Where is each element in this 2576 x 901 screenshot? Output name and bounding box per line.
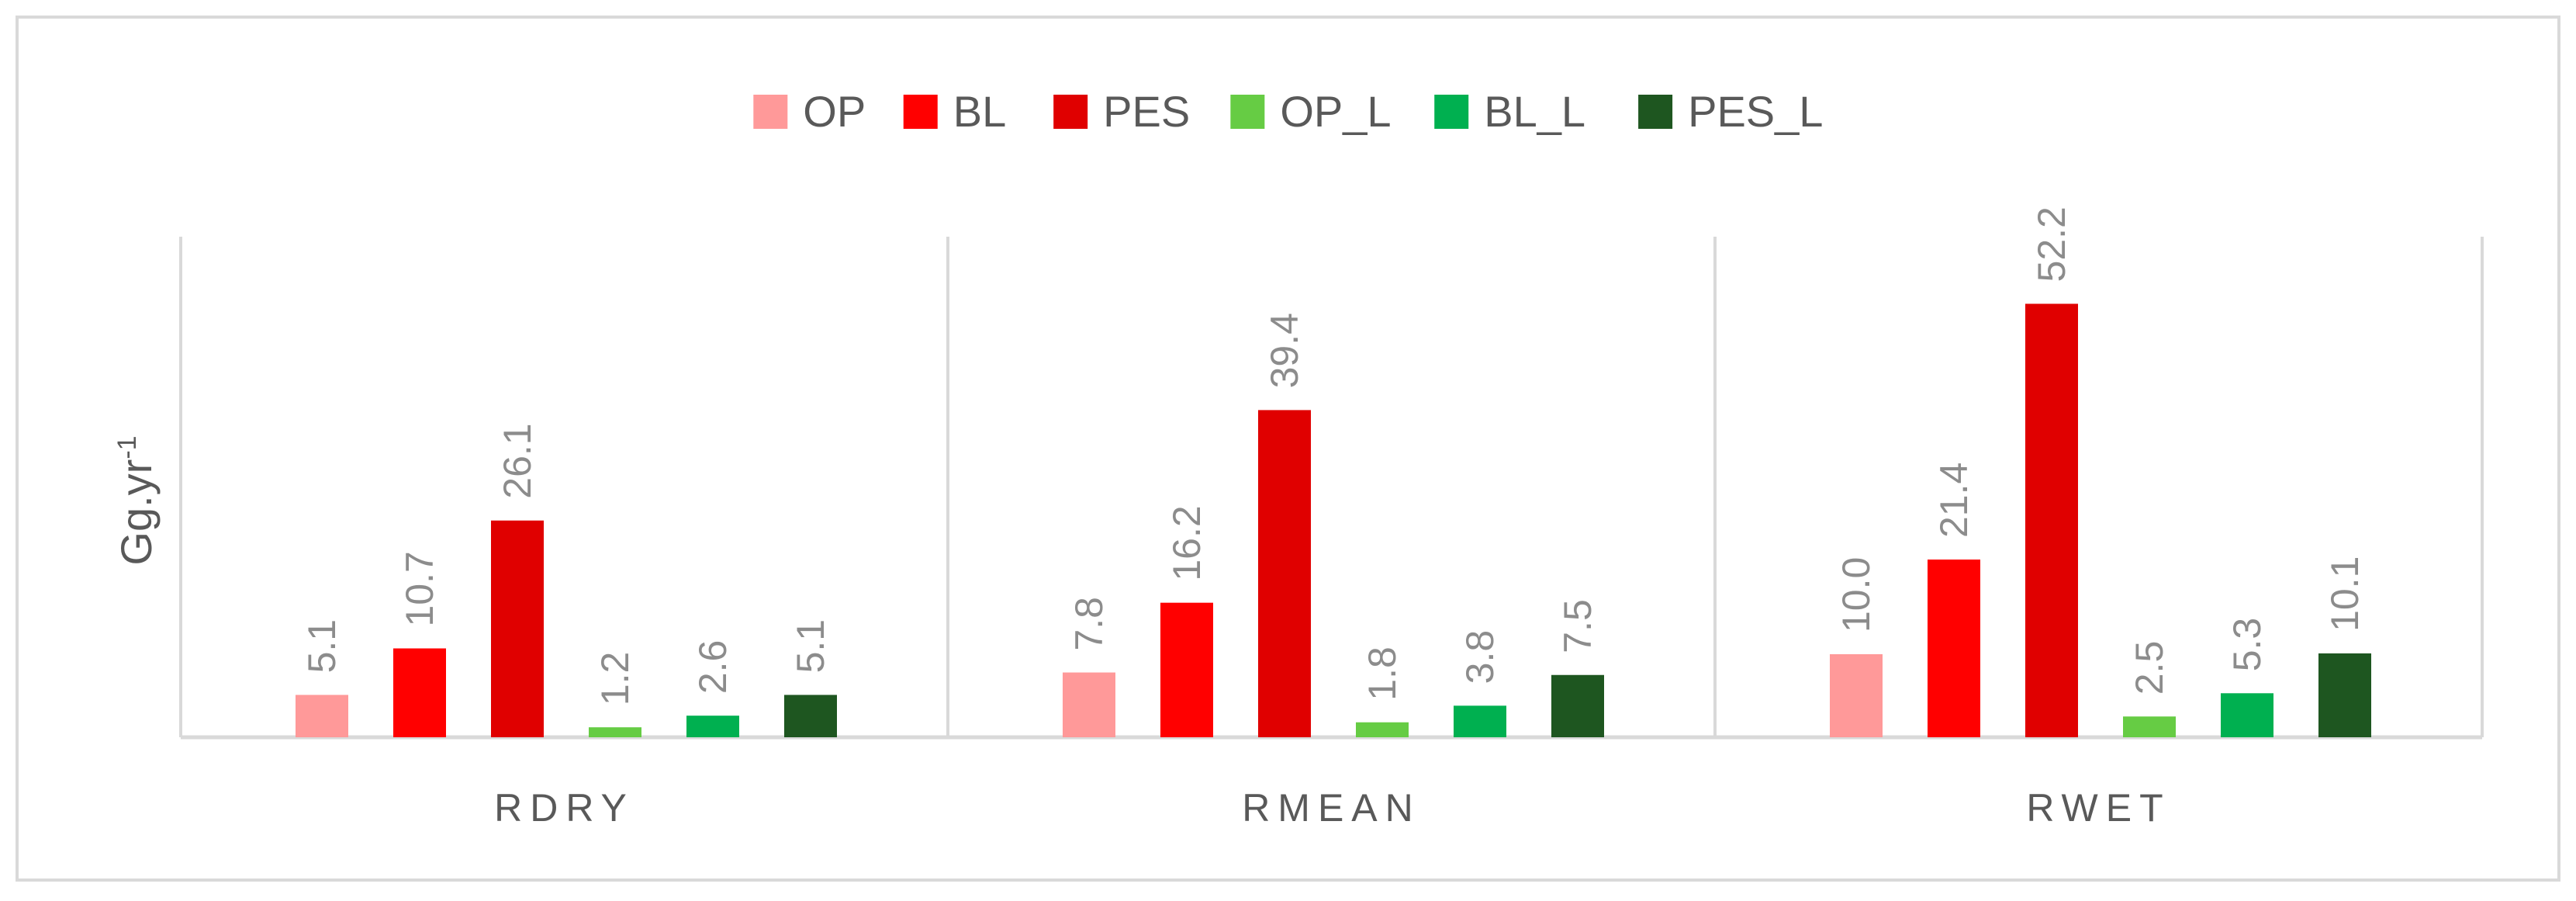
data-label-op-rdry: 5.1 bbox=[300, 619, 344, 674]
bar-bl-rwet bbox=[1928, 560, 1980, 737]
bar-bl-l-rmean bbox=[1454, 705, 1506, 737]
data-label-pes-rmean: 39.4 bbox=[1263, 313, 1306, 388]
data-label-op-l-rdry: 1.2 bbox=[593, 652, 637, 706]
axes: RDRY RMEAN RWET bbox=[179, 237, 2484, 830]
y-axis-label-text: Gg.yr bbox=[112, 459, 161, 566]
data-label-bl-l-rdry: 2.6 bbox=[691, 640, 735, 695]
data-label-op-l-rmean: 1.8 bbox=[1361, 646, 1404, 701]
data-label-bl-rwet: 21.4 bbox=[1932, 463, 1976, 538]
legend-item-bl-l: BL_L bbox=[1434, 87, 1585, 136]
legend-item-pes-l: PES_L bbox=[1638, 87, 1823, 136]
data-label-bl-l-rmean: 3.8 bbox=[1458, 630, 1502, 684]
data-label-bl-l-rwet: 5.3 bbox=[2225, 618, 2269, 672]
legend: OP BL PES OP_L BL_L PES_L bbox=[753, 87, 1823, 136]
legend-swatch-pes-l bbox=[1638, 95, 1673, 129]
bar-pes-l-rwet bbox=[2318, 653, 2371, 737]
legend-label-pes-l: PES_L bbox=[1688, 87, 1823, 136]
bar-op-l-rwet bbox=[2123, 716, 2176, 737]
legend-swatch-pes bbox=[1053, 95, 1088, 129]
y-axis-label: Gg.yr-1 bbox=[112, 435, 161, 565]
data-label-bl-rmean: 16.2 bbox=[1165, 505, 1208, 580]
bar-bl-rdry bbox=[393, 648, 446, 737]
data-label-pes-l-rmean: 7.5 bbox=[1556, 599, 1599, 653]
data-label-op-rmean: 7.8 bbox=[1067, 597, 1111, 651]
x-tick-label-rdry: RDRY bbox=[494, 786, 634, 830]
legend-label-bl-l: BL_L bbox=[1484, 87, 1585, 136]
data-label-op-l-rwet: 2.5 bbox=[2128, 641, 2171, 695]
data-label-bl-rdry: 10.7 bbox=[398, 551, 441, 626]
bar-op-rmean bbox=[1063, 672, 1115, 737]
bar-op-l-rdry bbox=[589, 727, 641, 737]
bar-op-rdry bbox=[296, 695, 348, 737]
x-tick-label-rwet: RWET bbox=[2026, 786, 2170, 830]
bar-bl-l-rwet bbox=[2221, 693, 2273, 737]
bar-pes-rwet bbox=[2025, 303, 2078, 738]
bar-pes-rmean bbox=[1258, 410, 1311, 737]
bar-op-l-rmean bbox=[1356, 722, 1409, 737]
data-label-pes-rdry: 26.1 bbox=[496, 423, 539, 498]
bar-op-rwet bbox=[1830, 654, 1883, 737]
legend-item-op: OP bbox=[753, 87, 866, 136]
bar-bl-l-rdry bbox=[686, 716, 739, 737]
legend-swatch-bl bbox=[903, 95, 938, 129]
bars bbox=[296, 303, 2371, 738]
bar-pes-l-rmean bbox=[1551, 674, 1604, 737]
data-labels: 5.1 7.8 10.0 10.7 16.2 21.4 26.1 39.4 52.2 1.2 1.8… bbox=[300, 206, 2367, 705]
data-label-pes-l-rwet: 10.1 bbox=[2323, 556, 2367, 632]
y-axis-label-superscript: -1 bbox=[112, 435, 142, 459]
legend-item-bl: BL bbox=[903, 87, 1007, 136]
legend-label-bl: BL bbox=[953, 87, 1007, 136]
legend-swatch-op bbox=[753, 95, 788, 129]
x-tick-label-rmean: RMEAN bbox=[1242, 786, 1421, 830]
legend-item-op-l: OP_L bbox=[1230, 87, 1392, 136]
bar-pes-rdry bbox=[491, 520, 544, 737]
legend-item-pes: PES bbox=[1053, 87, 1190, 136]
data-label-pes-rwet: 52.2 bbox=[2030, 206, 2073, 282]
legend-label-op: OP bbox=[803, 87, 866, 136]
legend-label-op-l: OP_L bbox=[1280, 87, 1391, 136]
data-label-op-rwet: 10.0 bbox=[1834, 557, 1878, 632]
legend-swatch-op-l bbox=[1230, 95, 1265, 129]
data-label-pes-l-rdry: 5.1 bbox=[789, 619, 832, 674]
legend-swatch-bl-l bbox=[1434, 95, 1469, 129]
legend-label-pes: PES bbox=[1103, 87, 1190, 136]
bar-bl-rmean bbox=[1160, 602, 1213, 737]
bar-pes-l-rdry bbox=[784, 695, 837, 737]
